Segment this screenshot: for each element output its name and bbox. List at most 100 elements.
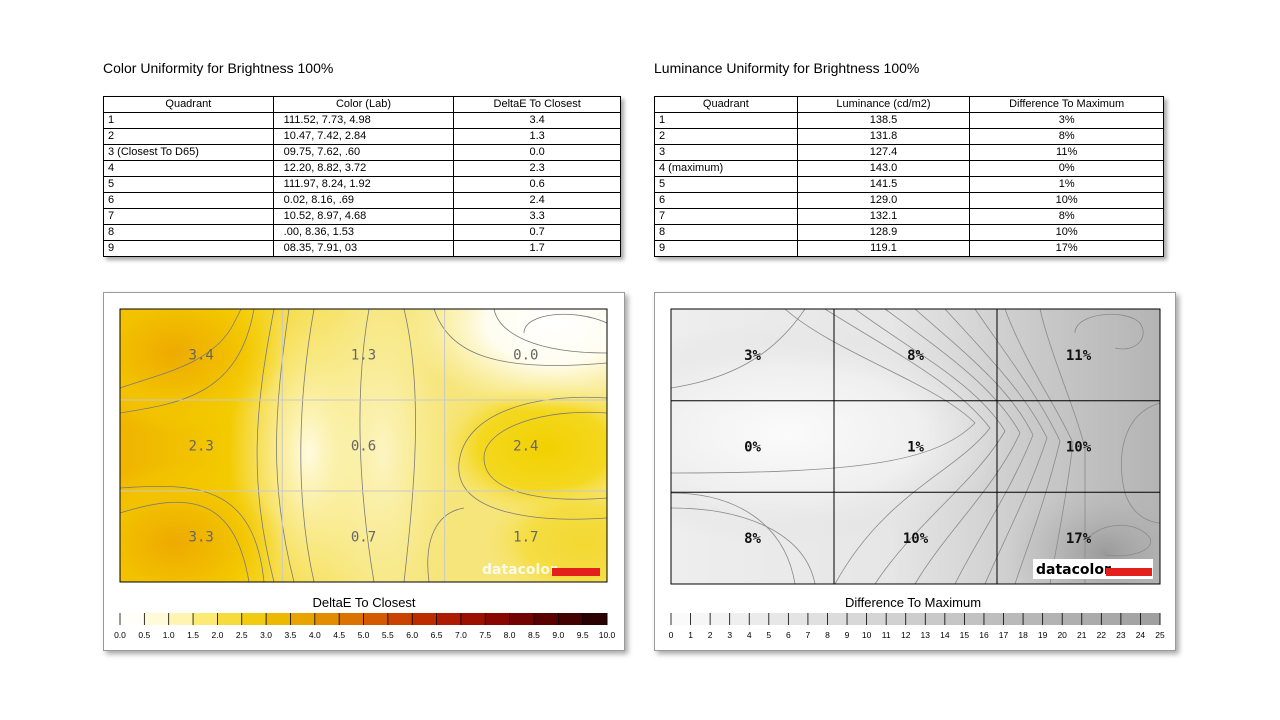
scale-tick-label: 5.5 xyxy=(382,630,394,640)
table-cell: 127.4 xyxy=(796,144,971,161)
scale-swatch xyxy=(925,613,946,625)
scale-swatch xyxy=(193,613,218,625)
table-cell: 111.97, 8.24, 1.92 xyxy=(272,176,455,193)
scale-tick-label: 24 xyxy=(1136,630,1146,640)
table-cell: 9 xyxy=(654,240,798,257)
table-cell: 3.3 xyxy=(453,208,621,225)
scale-swatch xyxy=(1120,613,1141,625)
scale-tick-label: 25 xyxy=(1155,630,1165,640)
column-header-color-lab: Color (Lab) xyxy=(272,96,455,113)
scale-tick-label: 8.0 xyxy=(504,630,516,640)
deltae-chart-panel: 3.4 1.3 0.0 2.3 0.6 2.4 3.3 0.7 1.7 datacolor De… xyxy=(103,292,625,651)
heatmap-cell-label: 11% xyxy=(1066,348,1092,364)
luminance-heatmap-chart: 3% 8% 11% 0% 1% 10% 8% 10% 17% datacolor Differe… xyxy=(669,308,1165,640)
scale-tick-label: 15 xyxy=(960,630,970,640)
table-cell: 7 xyxy=(654,208,798,225)
table-row: 3 127.4 11% xyxy=(654,144,1164,161)
table-cell: 4 (maximum) xyxy=(654,160,798,177)
column-header-difference: Difference To Maximum xyxy=(969,96,1164,113)
scale-tick-label: 1.0 xyxy=(163,630,175,640)
scale-tick-label: 9.5 xyxy=(577,630,589,640)
table-cell: 5 xyxy=(103,176,274,193)
heatmap-cell-label: 3.4 xyxy=(189,348,214,364)
table-cell: 3 (Closest To D65) xyxy=(103,144,274,161)
table-row: 2 10.47, 7.42, 2.84 1.3 xyxy=(103,128,621,145)
table-cell: 10.52, 8.97, 4.68 xyxy=(272,208,455,225)
scale-tick-label: 3.0 xyxy=(260,630,272,640)
scale-swatch xyxy=(964,613,985,625)
scale-tick-label: 7.5 xyxy=(479,630,491,640)
scale-tick-label: 1 xyxy=(688,630,693,640)
scale-swatch xyxy=(788,613,809,625)
table-cell: 8 xyxy=(654,224,798,241)
scale-tick-label: 4.0 xyxy=(309,630,321,640)
scale-tick-label: 13 xyxy=(921,630,931,640)
scale-tick-label: 23 xyxy=(1116,630,1126,640)
scale-swatch xyxy=(241,613,267,625)
heatmap-cell-label: 3.3 xyxy=(189,530,214,546)
table-cell: 2 xyxy=(654,128,798,145)
scale-swatch xyxy=(387,613,413,625)
scale-tick-label: 6.0 xyxy=(406,630,418,640)
table-row: 5 111.97, 8.24, 1.92 0.6 xyxy=(103,176,621,193)
table-cell: 1.3 xyxy=(453,128,621,145)
scale-tick-label: 5.0 xyxy=(358,630,370,640)
scale-tick-label: 8.5 xyxy=(528,630,540,640)
heatmap-cell-label: 3% xyxy=(744,348,761,364)
table-cell: 17% xyxy=(969,240,1164,257)
scale-swatch xyxy=(827,613,848,625)
scale-swatch xyxy=(1081,613,1102,625)
scale-tick-label: 7.0 xyxy=(455,630,467,640)
scale-swatch xyxy=(866,613,887,625)
column-header-quadrant: Quadrant xyxy=(103,96,274,113)
scale-tick-label: 6.5 xyxy=(431,630,443,640)
scale-tick-label: 0.0 xyxy=(114,630,126,640)
table-cell: 2 xyxy=(103,128,274,145)
luminance-legend-title: Difference To Maximum xyxy=(845,595,981,610)
table-row: 9 119.1 17% xyxy=(654,240,1164,257)
table-cell: 08.35, 7.91, 03 xyxy=(272,240,455,257)
heatmap-cell-label: 8% xyxy=(744,531,761,547)
table-cell: 0.7 xyxy=(453,224,621,241)
scale-tick-label: 9 xyxy=(845,630,850,640)
table-cell: 131.8 xyxy=(796,128,971,145)
table-cell: 129.0 xyxy=(796,192,971,209)
color-uniformity-title: Color Uniformity for Brightness 100% xyxy=(103,60,334,76)
table-row: 6 129.0 10% xyxy=(654,192,1164,209)
table-cell: 2.3 xyxy=(453,160,621,177)
table-row: 1 111.52, 7.73, 4.98 3.4 xyxy=(103,112,621,129)
deltae-legend-title: DeltaE To Closest xyxy=(312,595,415,610)
table-row: 7 132.1 8% xyxy=(654,208,1164,225)
scale-tick-label: 4.5 xyxy=(333,630,345,640)
scale-tick-label: 11 xyxy=(882,630,891,640)
heatmap-cell-label: 2.3 xyxy=(189,439,214,455)
table-cell: 143.0 xyxy=(796,160,971,177)
table-row: 2 131.8 8% xyxy=(654,128,1164,145)
scale-tick-label: 19 xyxy=(1038,630,1048,640)
table-cell: 111.52, 7.73, 4.98 xyxy=(272,112,455,129)
heatmap-cell-label: 2.4 xyxy=(513,439,538,455)
table-cell: 141.5 xyxy=(796,176,971,193)
table-row: 4 (maximum) 143.0 0% xyxy=(654,160,1164,177)
table-header-row: Quadrant Color (Lab) DeltaE To Closest xyxy=(103,96,621,113)
table-cell: 128.9 xyxy=(796,224,971,241)
table-row: 6 0.02, 8.16, .69 2.4 xyxy=(103,192,621,209)
heatmap-cell-label: 10% xyxy=(903,531,929,547)
heatmap-cell-label: 1.3 xyxy=(351,348,376,364)
luminance-grid xyxy=(671,309,1160,584)
scale-tick-label: 10 xyxy=(862,630,872,640)
scale-swatch xyxy=(533,613,559,625)
column-header-deltae: DeltaE To Closest xyxy=(453,96,621,113)
heatmap-cell-label: 17% xyxy=(1066,531,1092,547)
table-row: 4 12.20, 8.82, 3.72 2.3 xyxy=(103,160,621,177)
table-row: 7 10.52, 8.97, 4.68 3.3 xyxy=(103,208,621,225)
scale-swatch xyxy=(217,613,243,625)
scale-swatch xyxy=(485,613,511,625)
table-cell: 2.4 xyxy=(453,192,621,209)
scale-swatch xyxy=(509,613,535,625)
scale-tick-label: 0 xyxy=(669,630,674,640)
luminance-chart-panel: 3% 8% 11% 0% 1% 10% 8% 10% 17% datacolor Differe… xyxy=(654,292,1176,651)
deltae-grid xyxy=(120,309,607,582)
table-cell: 3.4 xyxy=(453,112,621,129)
scale-tick-label: 6 xyxy=(786,630,791,640)
